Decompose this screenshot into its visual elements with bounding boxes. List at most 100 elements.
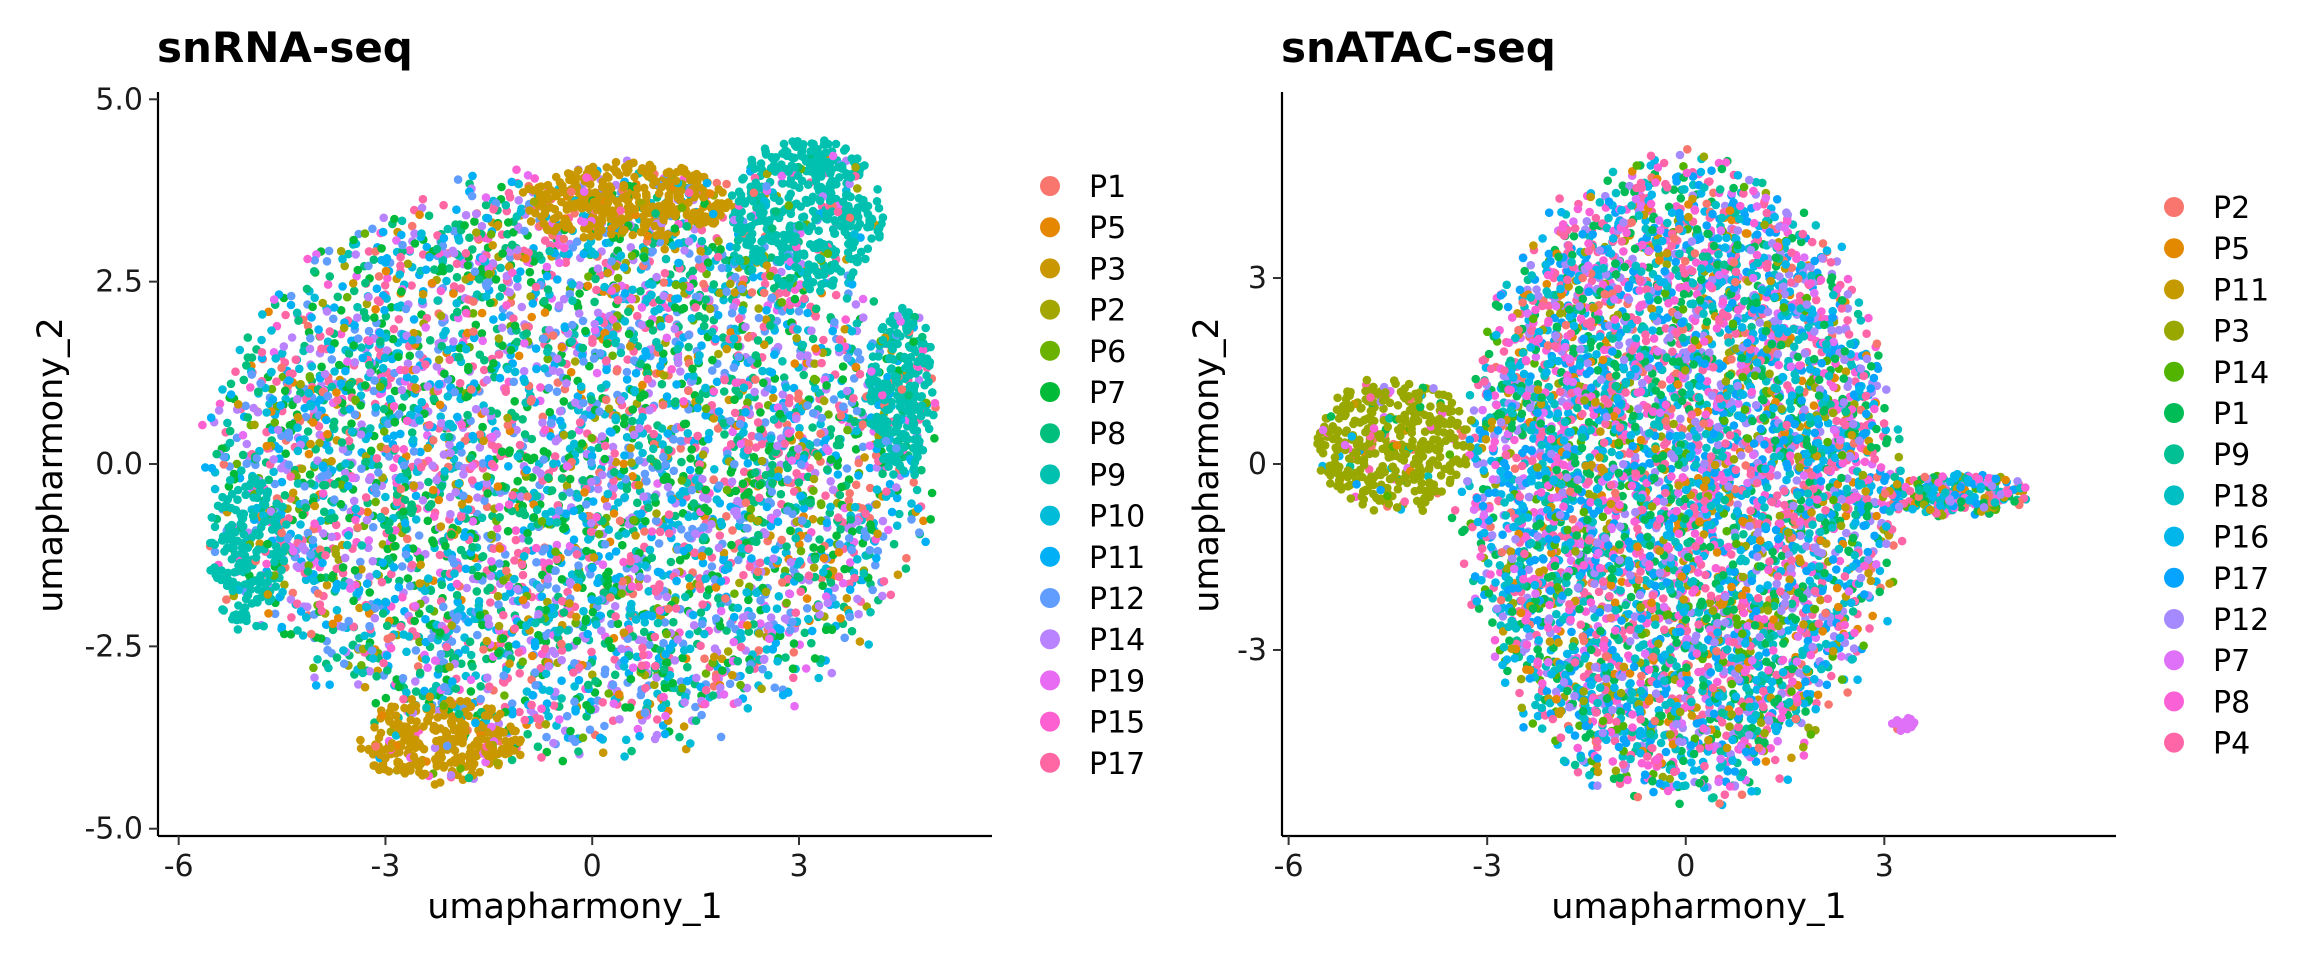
- data-point: [557, 342, 567, 352]
- data-point: [560, 523, 570, 532]
- data-point: [827, 625, 837, 635]
- data-point: [407, 221, 417, 231]
- data-point: [338, 282, 347, 291]
- data-point: [385, 518, 394, 528]
- data-point: [700, 533, 709, 542]
- data-point: [598, 560, 608, 569]
- data-point: [430, 656, 440, 665]
- data-point: [592, 368, 602, 378]
- data-point: [636, 286, 645, 296]
- data-point: [671, 604, 681, 613]
- data-point: [269, 295, 279, 304]
- data-point: [603, 489, 613, 499]
- data-point: [478, 459, 488, 468]
- data-point: [668, 678, 677, 688]
- data-point: [698, 600, 707, 609]
- data-point: [372, 284, 382, 294]
- data-point: [587, 395, 596, 405]
- data-point: [429, 485, 438, 495]
- data-point: [226, 390, 236, 399]
- data-point: [810, 374, 819, 384]
- data-point: [777, 298, 787, 307]
- data-point: [286, 291, 296, 301]
- data-point: [545, 407, 555, 417]
- data-point: [443, 224, 453, 234]
- data-point: [331, 520, 341, 530]
- data-point: [604, 525, 614, 534]
- data-point: [627, 294, 637, 304]
- data-point: [555, 625, 564, 635]
- data-point: [677, 525, 686, 534]
- data-point: [390, 594, 400, 604]
- data-point: [567, 337, 576, 346]
- data-point: [709, 652, 719, 662]
- data-point: [761, 604, 771, 613]
- data-point: [552, 518, 562, 527]
- data-point: [262, 441, 272, 451]
- data-point: [461, 210, 471, 220]
- data-point: [672, 380, 681, 389]
- data-point: [357, 661, 366, 670]
- data-point: [310, 673, 319, 682]
- data-point: [389, 463, 398, 473]
- data-point: [463, 261, 473, 270]
- data-point: [437, 418, 446, 428]
- data-point: [659, 692, 668, 702]
- data-point: [650, 492, 659, 502]
- data-point: [715, 622, 725, 631]
- data-point: [729, 363, 739, 372]
- data-point: [865, 483, 875, 493]
- data-point: [664, 529, 674, 538]
- data-point: [364, 536, 374, 545]
- data-point: [738, 479, 748, 489]
- data-point: [239, 375, 249, 385]
- data-point: [460, 645, 470, 654]
- data-point: [626, 674, 636, 684]
- data-point: [602, 501, 612, 511]
- data-point: [634, 441, 643, 450]
- data-point: [397, 216, 407, 226]
- data-point: [435, 400, 445, 410]
- data-point: [381, 598, 391, 607]
- data-point: [666, 557, 676, 567]
- data-point: [558, 756, 568, 766]
- data-point: [505, 659, 514, 668]
- data-point: [742, 523, 751, 533]
- data-point: [743, 621, 752, 630]
- data-point: [439, 233, 449, 243]
- data-point: [730, 589, 739, 598]
- data-point: [418, 496, 428, 505]
- data-point: [508, 491, 517, 500]
- data-point: [286, 472, 296, 481]
- data-point: [776, 489, 786, 499]
- data-point: [403, 259, 413, 269]
- data-point: [472, 228, 481, 237]
- data-point: [338, 563, 348, 572]
- data-point: [704, 434, 713, 444]
- data-point: [731, 378, 741, 388]
- data-point: [597, 432, 607, 441]
- data-point: [311, 681, 321, 690]
- data-point: [481, 193, 491, 202]
- data-point: [514, 196, 523, 205]
- data-point: [610, 601, 620, 611]
- data-point: [362, 579, 372, 588]
- data-point: [322, 257, 332, 266]
- data-point: [611, 574, 621, 584]
- data-point: [670, 324, 680, 334]
- data-point: [679, 397, 688, 406]
- data-point: [575, 418, 585, 427]
- data-point: [579, 606, 588, 616]
- data-point: [416, 462, 426, 472]
- data-point: [535, 251, 544, 260]
- data-point: [790, 294, 800, 304]
- data-point: [751, 443, 761, 452]
- data-point: [869, 297, 879, 306]
- data-point: [674, 239, 683, 248]
- data-point: [594, 443, 603, 453]
- data-point: [590, 297, 599, 307]
- data-point: [372, 672, 381, 681]
- data-point: [513, 274, 522, 284]
- data-point: [572, 550, 582, 559]
- data-point: [442, 642, 452, 652]
